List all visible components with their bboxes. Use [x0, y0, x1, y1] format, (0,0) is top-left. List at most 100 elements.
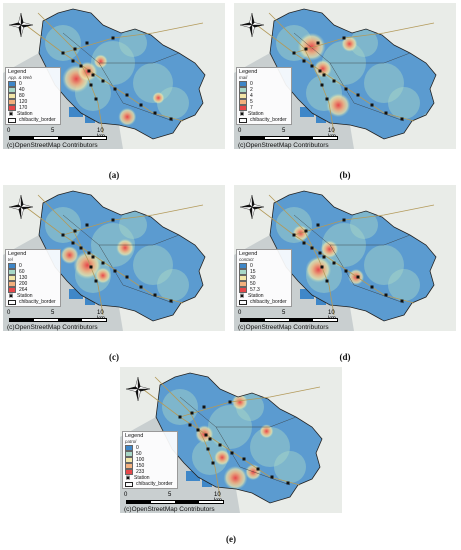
legend-class-label: 60	[19, 269, 25, 275]
legend-class-row: 170	[8, 105, 58, 111]
rail-line	[22, 204, 184, 304]
train-icon	[292, 51, 296, 55]
train-icon	[139, 103, 143, 107]
reclaimed-land	[300, 107, 314, 117]
train-icon	[94, 97, 98, 101]
train-icon	[87, 69, 91, 73]
legend-swatch	[8, 263, 16, 269]
legend-class-row: 15	[239, 269, 289, 275]
legend-swatch	[8, 275, 16, 281]
legend-class-label: 0	[19, 263, 22, 269]
legend-swatch	[239, 281, 247, 287]
density-blob	[162, 389, 198, 425]
density-blob	[133, 63, 173, 103]
legend-class-row: 50	[125, 451, 175, 457]
border-swatch	[125, 481, 133, 487]
legend-class-row: 30	[239, 275, 289, 281]
hotspot	[152, 91, 165, 104]
train-icon	[190, 411, 194, 415]
train-icon	[325, 97, 329, 101]
legend-border-row: chibacity_border	[239, 299, 289, 305]
scale-tick-label: 0	[124, 492, 128, 498]
train-icon	[302, 241, 306, 245]
legend-variable: contact	[239, 257, 254, 262]
legend-class-row: 0	[125, 445, 175, 451]
train-icon	[310, 64, 314, 68]
train-icon	[125, 93, 129, 97]
train-icon	[322, 255, 326, 259]
hotspot	[305, 256, 332, 283]
train-icon	[344, 87, 348, 91]
hotspot	[223, 465, 248, 490]
density-blob	[45, 25, 81, 61]
legend-station-label: Station	[248, 111, 264, 117]
train-icon	[400, 117, 404, 121]
train-icon	[242, 457, 246, 461]
city-area	[270, 191, 436, 321]
train-icon: ▣	[239, 293, 245, 299]
map-panel-a: Legend App. & Web 0 40 80 120 170 ▣ Station chiba…	[3, 3, 225, 149]
legend-class-row: 7	[239, 105, 289, 111]
train-icon	[94, 279, 98, 283]
legend-class-row: 0	[8, 81, 58, 87]
rail-line	[293, 204, 435, 236]
legend-class-row: 150	[125, 463, 175, 469]
legend-station-row: ▣ Station	[125, 475, 175, 481]
train-icon	[125, 275, 129, 279]
legend-station-row: ▣ Station	[239, 111, 289, 117]
train-icon	[318, 69, 322, 73]
reclaimed-land	[300, 289, 314, 299]
legend-class-label: 264	[19, 287, 28, 293]
reclaimed-land	[69, 107, 83, 117]
copyright-text: (c)OpenStreetMap Contributors	[238, 142, 329, 149]
legend-swatch	[125, 457, 133, 463]
copyright-text: (c)OpenStreetMap Contributors	[124, 506, 215, 513]
density-blob	[157, 87, 189, 119]
density-blob	[119, 211, 147, 239]
train-icon	[89, 265, 93, 269]
train-icon: ▣	[8, 111, 14, 117]
train-icon: ▣	[239, 111, 245, 117]
legend-swatch	[8, 99, 16, 105]
legend-class-label: 80	[19, 93, 25, 99]
legend-swatch	[125, 463, 133, 469]
train-icon	[256, 467, 260, 471]
train-icon	[101, 79, 105, 83]
train-icon	[218, 443, 222, 447]
train-icon	[206, 447, 210, 451]
legend-swatch	[125, 445, 133, 451]
train-icon	[356, 275, 360, 279]
train-icon	[73, 229, 77, 233]
rail-line	[253, 204, 415, 304]
legend-border-label: chibacity_border	[136, 481, 173, 487]
legend-border-label: chibacity_border	[19, 299, 56, 305]
legend-class-row: 264	[8, 287, 58, 293]
legend-title: Legend	[8, 251, 27, 257]
scale-line	[126, 500, 224, 504]
map-legend: Legend tel 0 60 130 200 264 ▣ Station chibacity_b…	[5, 249, 61, 307]
rail-line	[268, 12, 335, 134]
train-icon	[101, 261, 105, 265]
legend-class-row: 100	[125, 457, 175, 463]
legend-swatch	[125, 451, 133, 457]
legend-border-row: chibacity_border	[8, 299, 58, 305]
train-icon	[79, 246, 83, 250]
train-icon	[85, 41, 89, 45]
rail-line	[293, 22, 435, 54]
train-icon	[322, 73, 326, 77]
density-blob	[45, 207, 81, 243]
train-icon	[85, 223, 89, 227]
density-blob	[274, 451, 306, 483]
legend-swatch	[239, 99, 247, 105]
legend-class-label: 0	[250, 81, 253, 87]
city-area	[156, 373, 322, 503]
reclaimed-land	[69, 289, 83, 299]
scale-tick-label: 5	[168, 492, 172, 498]
hotspot	[231, 394, 248, 411]
train-icon	[202, 405, 206, 409]
legend-class-row: 130	[8, 275, 58, 281]
city-border	[38, 190, 206, 322]
legend-station-row: ▣ Station	[8, 293, 58, 299]
scale-tick-label: 0	[238, 128, 242, 134]
train-icon	[384, 111, 388, 115]
